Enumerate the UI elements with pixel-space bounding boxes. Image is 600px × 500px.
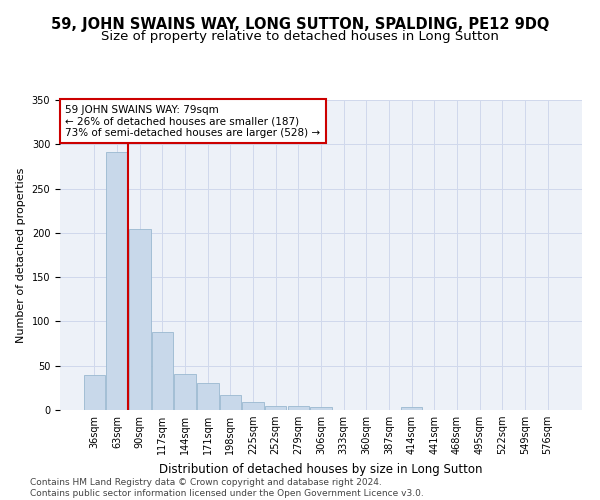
Bar xyxy=(287,406,309,410)
Bar xyxy=(129,230,151,410)
Bar xyxy=(401,408,422,410)
Text: 59, JOHN SWAINS WAY, LONG SUTTON, SPALDING, PE12 9DQ: 59, JOHN SWAINS WAY, LONG SUTTON, SPALDI… xyxy=(51,18,549,32)
Bar xyxy=(197,384,218,410)
X-axis label: Distribution of detached houses by size in Long Sutton: Distribution of detached houses by size … xyxy=(159,462,483,475)
Bar xyxy=(242,402,264,410)
Bar xyxy=(175,374,196,410)
Bar xyxy=(220,395,241,410)
Y-axis label: Number of detached properties: Number of detached properties xyxy=(16,168,26,342)
Bar xyxy=(265,406,286,410)
Bar xyxy=(84,374,105,410)
Bar xyxy=(152,332,173,410)
Bar xyxy=(106,152,128,410)
Text: 59 JOHN SWAINS WAY: 79sqm
← 26% of detached houses are smaller (187)
73% of semi: 59 JOHN SWAINS WAY: 79sqm ← 26% of detac… xyxy=(65,104,320,138)
Text: Contains HM Land Registry data © Crown copyright and database right 2024.
Contai: Contains HM Land Registry data © Crown c… xyxy=(30,478,424,498)
Text: Size of property relative to detached houses in Long Sutton: Size of property relative to detached ho… xyxy=(101,30,499,43)
Bar xyxy=(310,408,332,410)
